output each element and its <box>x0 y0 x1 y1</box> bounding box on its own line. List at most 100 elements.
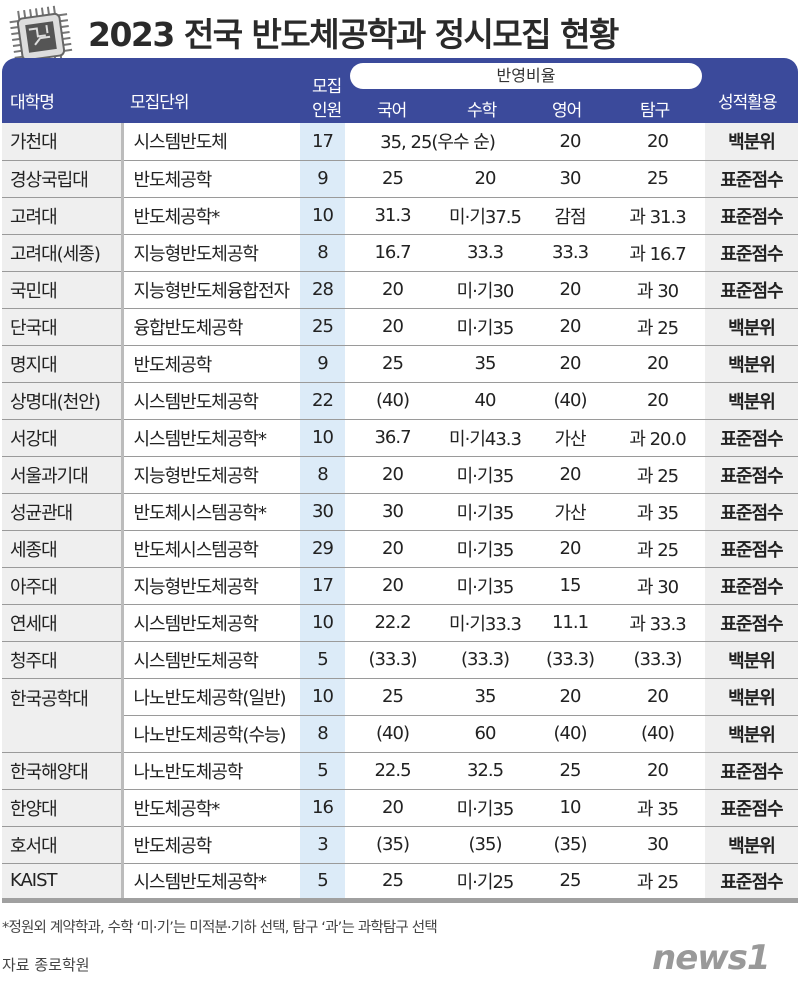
header-count-top: 모집 <box>312 77 342 97</box>
cell-english: (40) <box>530 382 610 420</box>
table-row: 성균관대 반도체시스템공학* 30 30 미·기35 가산 과 35 표준점수 <box>2 493 798 531</box>
chip-icon <box>9 5 73 69</box>
cell-math: 미·기30 <box>440 271 530 309</box>
cell-count: 8 <box>300 715 345 753</box>
cell-unit: 시스템반도체공학 <box>122 641 300 679</box>
cell-university: 고려대 <box>2 197 124 235</box>
news1-logo: news1 <box>652 938 771 978</box>
header-korean: 국어 <box>377 101 407 121</box>
cell-korean: 36.7 <box>345 419 440 457</box>
cell-unit: 나노반도체공학(일반) <box>122 678 300 716</box>
cell-english: 20 <box>530 345 610 383</box>
cell-university: 경상국립대 <box>2 160 124 198</box>
cell-math: 미·기37.5 <box>440 197 530 235</box>
cell-university: 한양대 <box>2 789 124 827</box>
cell-unit: 반도체시스템공학 <box>122 530 300 568</box>
cell-korean: 25 <box>345 863 440 903</box>
cell-university: KAIST <box>2 863 124 903</box>
cell-inquiry: 과 25 <box>610 530 705 568</box>
table-row: 고려대 반도체공학* 10 31.3 미·기37.5 감점 과 31.3 표준점수 <box>2 197 798 235</box>
cell-english: 20 <box>530 456 610 494</box>
cell-score: 표준점수 <box>705 789 798 827</box>
cell-inquiry: 과 35 <box>610 493 705 531</box>
cell-unit: 지능형반도체공학 <box>122 567 300 605</box>
cell-score: 표준점수 <box>705 456 798 494</box>
cell-unit: 나노반도체공학(수능) <box>122 715 300 753</box>
cell-korean: 35, 25(우수 순) <box>345 123 530 161</box>
cell-university: 한국공학대 <box>2 678 124 753</box>
cell-count: 10 <box>300 678 345 716</box>
cell-korean: 16.7 <box>345 234 440 272</box>
cell-english: 33.3 <box>530 234 610 272</box>
cell-score: 표준점수 <box>705 863 798 903</box>
cell-unit: 나노반도체공학 <box>122 752 300 790</box>
cell-korean: 30 <box>345 493 440 531</box>
cell-english: 10 <box>530 789 610 827</box>
cell-count: 10 <box>300 197 345 235</box>
cell-university: 서울과기대 <box>2 456 124 494</box>
cell-inquiry: 20 <box>610 345 705 383</box>
cell-math: 40 <box>440 382 530 420</box>
cell-english: 20 <box>530 530 610 568</box>
cell-english: 20 <box>530 308 610 346</box>
cell-inquiry: (33.3) <box>610 641 705 679</box>
cell-count: 17 <box>300 123 345 161</box>
cell-math: 미·기35 <box>440 567 530 605</box>
table-row: 아주대 지능형반도체공학 17 20 미·기35 15 과 30 표준점수 <box>2 567 798 605</box>
cell-math: 미·기43.3 <box>440 419 530 457</box>
cell-inquiry: 30 <box>610 826 705 864</box>
cell-unit: 융합반도체공학 <box>122 308 300 346</box>
cell-count: 25 <box>300 308 345 346</box>
cell-inquiry: 20 <box>610 123 705 161</box>
cell-score: 백분위 <box>705 308 798 346</box>
cell-inquiry: (40) <box>610 715 705 753</box>
cell-english: 25 <box>530 863 610 903</box>
cell-inquiry: 과 25 <box>610 863 705 903</box>
cell-count: 16 <box>300 789 345 827</box>
cell-university: 한국해양대 <box>2 752 124 790</box>
cell-unit: 시스템반도체공학 <box>122 382 300 420</box>
cell-inquiry: 과 20.0 <box>610 419 705 457</box>
table-row: 호서대 반도체공학 3 (35) (35) (35) 30 백분위 <box>2 826 798 864</box>
cell-math: (33.3) <box>440 641 530 679</box>
cell-math: 미·기35 <box>440 456 530 494</box>
cell-count: 29 <box>300 530 345 568</box>
cell-university: 연세대 <box>2 604 124 642</box>
cell-unit: 반도체공학* <box>122 197 300 235</box>
cell-score: 표준점수 <box>705 752 798 790</box>
cell-university: 아주대 <box>2 567 124 605</box>
cell-korean: (33.3) <box>345 641 440 679</box>
cell-inquiry: 과 25 <box>610 308 705 346</box>
cell-score: 표준점수 <box>705 530 798 568</box>
cell-english: 가산 <box>530 493 610 531</box>
table-row: 한양대 반도체공학* 16 20 미·기35 10 과 35 표준점수 <box>2 789 798 827</box>
cell-english: 20 <box>530 123 610 161</box>
cell-english: 20 <box>530 271 610 309</box>
cell-university: 명지대 <box>2 345 124 383</box>
header-math: 수학 <box>467 101 497 121</box>
table-row: 단국대 융합반도체공학 25 20 미·기35 20 과 25 백분위 <box>2 308 798 346</box>
cell-university: 단국대 <box>2 308 124 346</box>
cell-korean: 20 <box>345 789 440 827</box>
table-row: 청주대 시스템반도체공학 5 (33.3) (33.3) (33.3) (33.3) 백분위 <box>2 641 798 679</box>
table-row: 한국해양대 나노반도체공학 5 22.5 32.5 25 20 표준점수 <box>2 752 798 790</box>
table-row: 고려대(세종) 지능형반도체공학 8 16.7 33.3 33.3 과 16.7 표준점수 <box>2 234 798 272</box>
table-row: 상명대(천안) 시스템반도체공학 22 (40) 40 (40) 20 백분위 <box>2 382 798 420</box>
page-title: 2023 전국 반도체공학과 정시모집 현황 <box>88 15 619 54</box>
cell-score: 표준점수 <box>705 419 798 457</box>
cell-inquiry: 20 <box>610 678 705 716</box>
cell-score: 표준점수 <box>705 271 798 309</box>
cell-score: 백분위 <box>705 715 798 753</box>
cell-math: (35) <box>440 826 530 864</box>
cell-korean: 25 <box>345 160 440 198</box>
cell-count: 22 <box>300 382 345 420</box>
cell-score: 백분위 <box>705 826 798 864</box>
cell-inquiry: 20 <box>610 382 705 420</box>
cell-korean: 25 <box>345 678 440 716</box>
cell-math: 35 <box>440 345 530 383</box>
table-row: 나노반도체공학(수능) 8 (40) 60 (40) (40) 백분위 <box>2 715 798 753</box>
header-score: 성적활용 <box>718 93 778 113</box>
table-header: 대학명 모집단위 모집 인원 반영비율 국어 수학 영어 탐구 성적활용 <box>2 58 798 123</box>
cell-inquiry: 과 16.7 <box>610 234 705 272</box>
cell-score: 표준점수 <box>705 160 798 198</box>
